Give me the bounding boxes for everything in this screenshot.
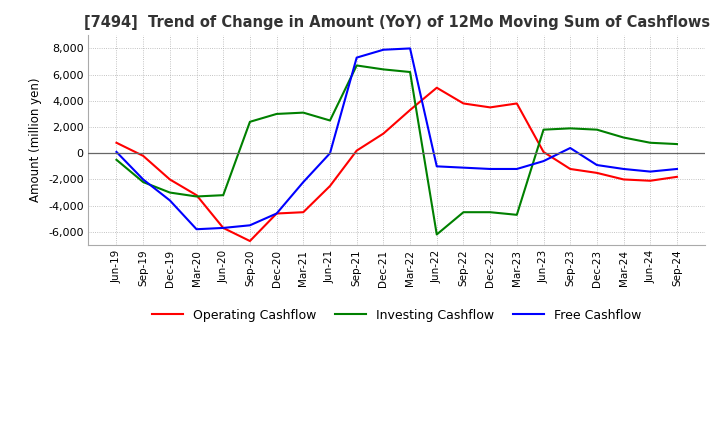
Investing Cashflow: [192, 194, 201, 199]
Free Cashflow: [246, 223, 254, 228]
Free Cashflow: [672, 166, 681, 172]
Free Cashflow: [513, 166, 521, 172]
Free Cashflow: [486, 166, 495, 172]
Investing Cashflow: [406, 70, 415, 75]
Free Cashflow: [272, 211, 281, 216]
Investing Cashflow: [486, 209, 495, 215]
Operating Cashflow: [433, 85, 441, 90]
Investing Cashflow: [459, 209, 468, 215]
Operating Cashflow: [486, 105, 495, 110]
Free Cashflow: [539, 158, 548, 164]
Investing Cashflow: [566, 126, 575, 131]
Operating Cashflow: [513, 101, 521, 106]
Operating Cashflow: [325, 183, 334, 189]
Investing Cashflow: [672, 141, 681, 147]
Operating Cashflow: [192, 193, 201, 198]
Operating Cashflow: [272, 211, 281, 216]
Operating Cashflow: [459, 101, 468, 106]
Investing Cashflow: [299, 110, 307, 115]
Free Cashflow: [139, 177, 148, 182]
Free Cashflow: [433, 164, 441, 169]
Operating Cashflow: [299, 209, 307, 215]
Operating Cashflow: [166, 177, 174, 182]
Investing Cashflow: [646, 140, 654, 145]
Investing Cashflow: [619, 135, 628, 140]
Operating Cashflow: [352, 148, 361, 153]
Free Cashflow: [646, 169, 654, 174]
Free Cashflow: [112, 149, 121, 154]
Investing Cashflow: [112, 157, 121, 162]
Free Cashflow: [619, 166, 628, 172]
Investing Cashflow: [513, 212, 521, 217]
Investing Cashflow: [139, 180, 148, 185]
Title: [7494]  Trend of Change in Amount (YoY) of 12Mo Moving Sum of Cashflows: [7494] Trend of Change in Amount (YoY) o…: [84, 15, 710, 30]
Operating Cashflow: [619, 177, 628, 182]
Free Cashflow: [593, 162, 601, 168]
Operating Cashflow: [406, 107, 415, 113]
Free Cashflow: [566, 145, 575, 150]
Line: Free Cashflow: Free Cashflow: [117, 48, 677, 229]
Investing Cashflow: [166, 190, 174, 195]
Operating Cashflow: [246, 238, 254, 244]
Line: Operating Cashflow: Operating Cashflow: [117, 88, 677, 241]
Operating Cashflow: [112, 140, 121, 145]
Free Cashflow: [192, 227, 201, 232]
Operating Cashflow: [646, 178, 654, 183]
Legend: Operating Cashflow, Investing Cashflow, Free Cashflow: Operating Cashflow, Investing Cashflow, …: [147, 304, 647, 327]
Investing Cashflow: [352, 63, 361, 68]
Investing Cashflow: [593, 127, 601, 132]
Investing Cashflow: [433, 232, 441, 237]
Operating Cashflow: [139, 153, 148, 158]
Investing Cashflow: [325, 118, 334, 123]
Free Cashflow: [379, 47, 387, 52]
Investing Cashflow: [539, 127, 548, 132]
Operating Cashflow: [672, 174, 681, 180]
Investing Cashflow: [219, 193, 228, 198]
Free Cashflow: [219, 225, 228, 231]
Operating Cashflow: [219, 225, 228, 231]
Investing Cashflow: [272, 111, 281, 117]
Investing Cashflow: [246, 119, 254, 125]
Operating Cashflow: [379, 131, 387, 136]
Free Cashflow: [166, 198, 174, 203]
Free Cashflow: [459, 165, 468, 170]
Y-axis label: Amount (million yen): Amount (million yen): [30, 78, 42, 202]
Operating Cashflow: [593, 170, 601, 176]
Investing Cashflow: [379, 67, 387, 72]
Operating Cashflow: [539, 149, 548, 154]
Free Cashflow: [299, 180, 307, 185]
Line: Investing Cashflow: Investing Cashflow: [117, 66, 677, 235]
Operating Cashflow: [566, 166, 575, 172]
Free Cashflow: [406, 46, 415, 51]
Free Cashflow: [325, 150, 334, 156]
Free Cashflow: [352, 55, 361, 60]
